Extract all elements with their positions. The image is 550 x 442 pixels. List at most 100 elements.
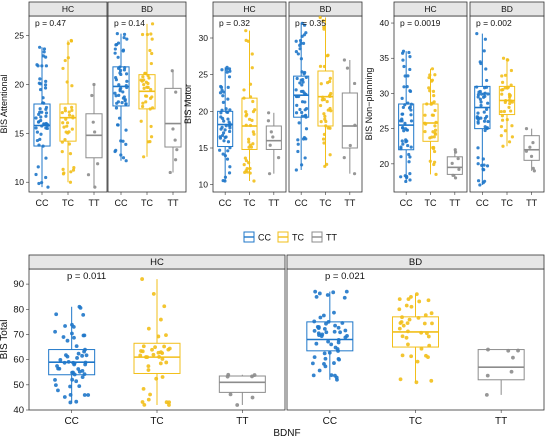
box-tt <box>218 372 266 407</box>
data-point <box>405 85 409 89</box>
data-point <box>352 81 357 86</box>
data-point <box>303 156 307 160</box>
data-point <box>304 75 308 80</box>
data-point <box>221 152 225 156</box>
data-point <box>147 76 151 80</box>
x-axis-title: BDNF <box>273 428 300 439</box>
data-point <box>72 362 77 367</box>
data-point <box>45 126 49 131</box>
data-point <box>430 101 434 105</box>
box-cc <box>217 65 234 183</box>
box-tc <box>59 38 77 184</box>
data-point <box>516 348 520 353</box>
data-point <box>321 95 325 99</box>
data-point <box>83 362 88 367</box>
data-point <box>314 294 319 299</box>
data-point <box>42 101 46 105</box>
data-point <box>114 94 118 98</box>
data-point <box>294 168 298 172</box>
data-point <box>70 105 74 109</box>
data-point <box>141 386 146 391</box>
data-point <box>114 76 118 80</box>
data-point <box>324 330 329 335</box>
data-point <box>414 292 419 297</box>
data-point <box>332 361 336 365</box>
data-point <box>223 154 228 158</box>
data-point <box>318 15 322 20</box>
data-point <box>227 67 232 71</box>
data-point <box>222 119 226 123</box>
data-point <box>160 357 165 361</box>
data-point <box>328 153 332 157</box>
data-point <box>39 118 43 123</box>
data-point <box>226 97 230 101</box>
data-point <box>408 67 412 72</box>
data-point <box>295 94 299 99</box>
data-point <box>433 108 437 113</box>
x-tick-label: CC <box>400 198 413 208</box>
data-point <box>124 159 128 163</box>
box-tt <box>85 82 103 189</box>
data-point <box>138 353 143 358</box>
data-point <box>300 83 304 87</box>
data-point <box>303 100 307 104</box>
data-point <box>327 350 332 355</box>
x-tick-label: TC <box>150 416 163 427</box>
data-point <box>508 101 512 106</box>
y-tick-label: 30 <box>199 33 209 43</box>
data-point <box>38 45 42 49</box>
data-point <box>269 130 273 134</box>
data-point <box>145 94 149 98</box>
box-tc <box>133 277 181 407</box>
data-point <box>162 304 167 309</box>
data-point <box>121 48 126 52</box>
data-point <box>409 304 414 309</box>
data-point <box>218 135 222 139</box>
data-point <box>427 86 431 90</box>
data-point <box>175 148 179 152</box>
data-point <box>64 130 68 134</box>
facet-strip-label: HC <box>243 4 255 14</box>
data-point <box>503 73 508 77</box>
data-point <box>485 114 489 119</box>
facet-strip <box>212 1 287 17</box>
data-point <box>80 353 85 358</box>
data-point <box>407 152 411 157</box>
data-point <box>303 70 307 75</box>
data-point <box>248 123 253 128</box>
p-value-annotation: p = 0.0019 <box>400 18 441 28</box>
data-point <box>482 179 487 183</box>
data-point <box>433 73 437 77</box>
data-point <box>221 178 225 183</box>
data-point <box>406 101 410 105</box>
box-iqr <box>164 87 182 148</box>
box-tt <box>341 58 358 176</box>
data-point <box>113 51 117 55</box>
x-tick-label: TT <box>495 416 507 427</box>
data-point <box>424 331 429 336</box>
data-point <box>80 375 85 380</box>
data-point <box>511 355 515 360</box>
data-point <box>325 162 329 166</box>
data-point <box>532 169 536 173</box>
data-point <box>228 123 232 128</box>
data-point <box>322 141 326 145</box>
data-point <box>402 129 406 133</box>
data-point <box>223 128 227 132</box>
data-point <box>509 68 514 73</box>
data-point <box>146 368 151 372</box>
box-cc <box>293 21 310 172</box>
legend: CC TC TT <box>243 231 337 243</box>
data-point <box>228 69 232 73</box>
data-point <box>402 85 406 89</box>
data-point <box>60 110 64 115</box>
data-point <box>399 175 403 179</box>
data-point <box>312 355 317 360</box>
data-point <box>266 119 271 123</box>
data-point <box>298 107 302 112</box>
data-point <box>400 96 404 101</box>
facet-hc: HC CC TC TT p = 0.0019 <box>393 1 468 208</box>
data-point <box>336 325 341 330</box>
data-point <box>84 353 89 358</box>
data-point <box>42 122 46 126</box>
